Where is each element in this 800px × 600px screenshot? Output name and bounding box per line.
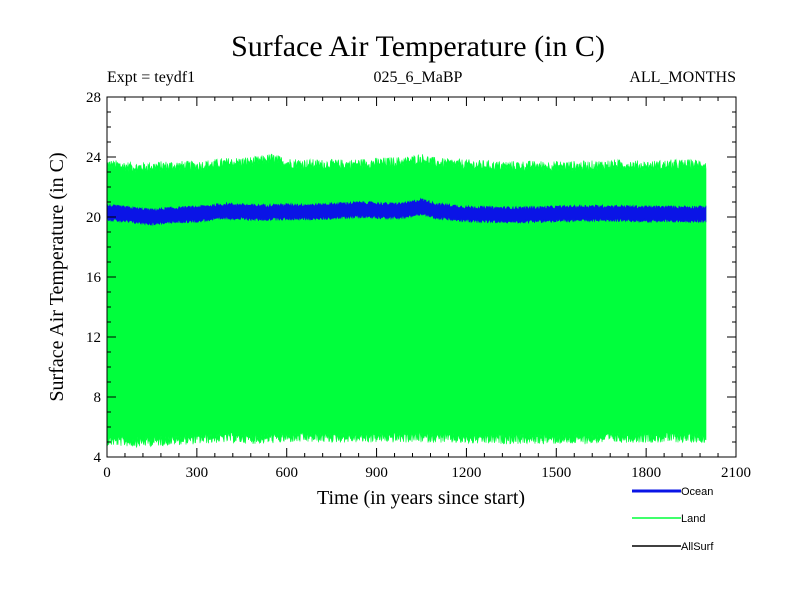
y-tick-label: 8 xyxy=(94,390,102,406)
y-tick-label: 24 xyxy=(86,150,102,166)
y-axis-label: Surface Air Temperature (in C) xyxy=(46,152,68,401)
legend-label-allsurf: AllSurf xyxy=(681,541,714,553)
axis-ticks: 0 300 600 900 1200 1500 1800 2100 4 8 12 16 20 24 28 xyxy=(86,90,751,481)
x-tick-label: 1800 xyxy=(631,465,661,481)
legend-label-ocean: Ocean xyxy=(681,486,713,498)
chart-subtitle-center: 025_6_MaBP xyxy=(374,69,463,86)
y-tick-label: 12 xyxy=(86,330,101,346)
x-axis-label: Time (in years since start) xyxy=(317,487,525,509)
y-tick-label: 16 xyxy=(86,270,102,286)
x-tick-label: 900 xyxy=(365,465,388,481)
chart-title: Surface Air Temperature (in C) xyxy=(231,30,605,63)
x-tick-label: 2100 xyxy=(721,465,751,481)
series-ocean-band xyxy=(106,197,707,227)
legend: Ocean Land AllSurf xyxy=(632,486,714,553)
legend-label-land: Land xyxy=(681,513,705,525)
chart-subtitle-left: Expt = teydf1 xyxy=(107,69,195,86)
x-tick-label: 1200 xyxy=(451,465,481,481)
x-tick-label: 600 xyxy=(275,465,298,481)
chart-subtitle-right: ALL_MONTHS xyxy=(629,69,736,86)
y-tick-label: 4 xyxy=(94,450,102,466)
series-land-band xyxy=(106,153,707,449)
y-tick-label: 20 xyxy=(86,210,101,226)
x-tick-label: 0 xyxy=(103,465,111,481)
y-tick-label: 28 xyxy=(86,90,101,106)
plot-data xyxy=(106,153,707,449)
x-tick-label: 1500 xyxy=(541,465,571,481)
x-tick-label: 300 xyxy=(186,465,209,481)
